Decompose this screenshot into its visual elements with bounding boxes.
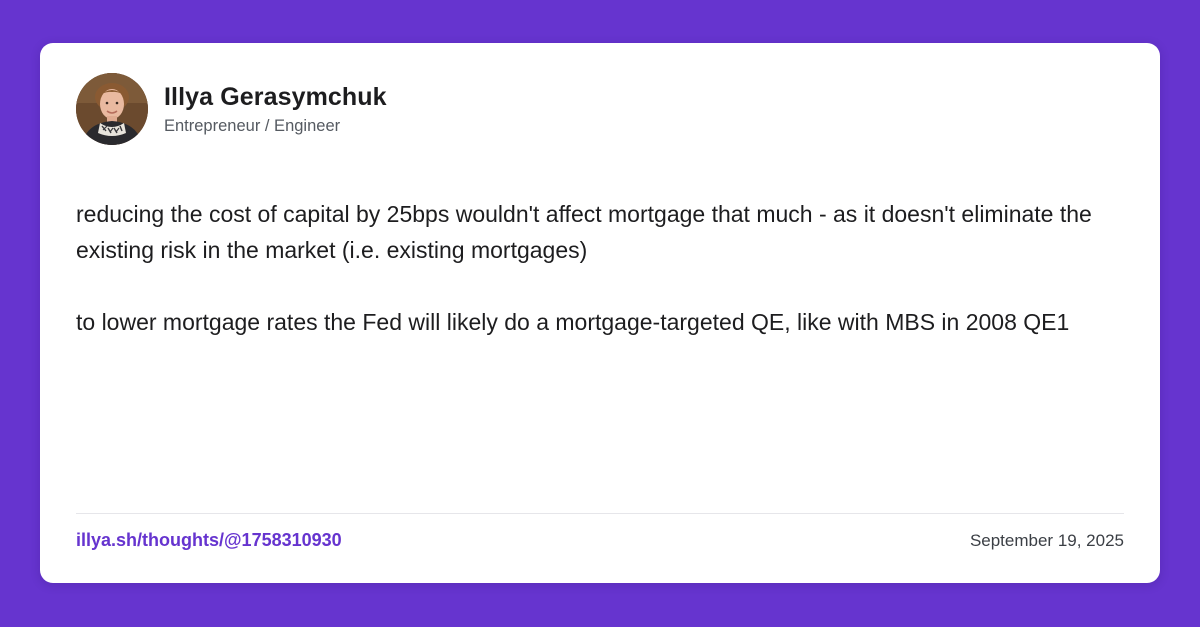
thought-card: Illya Gerasymchuk Entrepreneur / Enginee… xyxy=(40,43,1160,583)
post-paragraph-2: to lower mortgage rates the Fed will lik… xyxy=(76,309,1070,335)
avatar-photo-icon xyxy=(76,73,148,145)
author-name: Illya Gerasymchuk xyxy=(164,83,387,111)
permalink-link[interactable]: illya.sh/thoughts/@1758310930 xyxy=(76,530,342,550)
post-date: September 19, 2025 xyxy=(969,531,1124,550)
footer-divider xyxy=(76,513,1124,514)
post-body: reducing the cost of capital by 25bps wo… xyxy=(76,196,1126,340)
post-paragraph-1: reducing the cost of capital by 25bps wo… xyxy=(76,201,1092,263)
author-role: Entrepreneur / Engineer xyxy=(164,117,341,135)
avatar xyxy=(76,73,148,145)
